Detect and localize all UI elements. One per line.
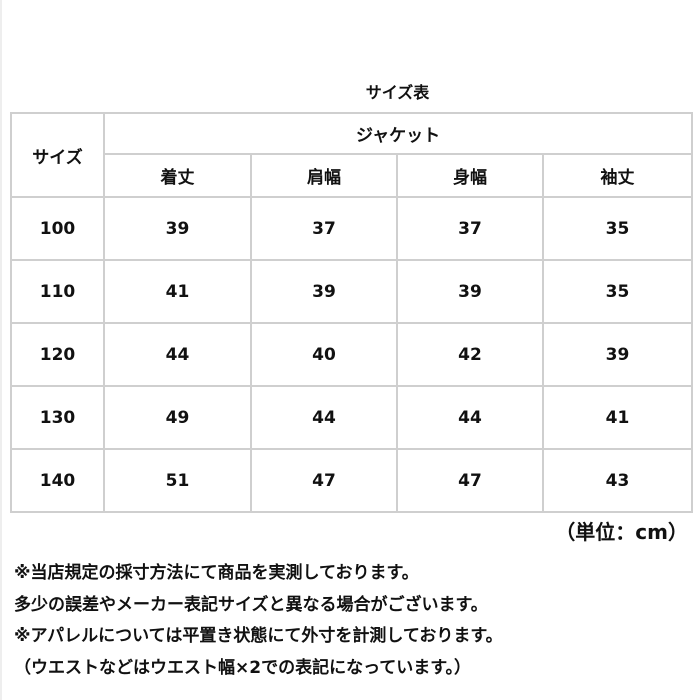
measurement-cell: 43 xyxy=(541,448,694,513)
jacket-header: ジャケット xyxy=(102,112,694,155)
note-line: 多少の誤差やメーカー表記サイズと異なる場合がございます。 xyxy=(14,594,488,615)
measurement-cell: 39 xyxy=(103,196,252,261)
measurement-cell: 51 xyxy=(103,448,252,513)
measurement-cell: 37 xyxy=(250,196,398,261)
size-cell: 110 xyxy=(10,259,105,324)
measurement-cell: 47 xyxy=(250,448,398,513)
column-header-row: 着丈 肩幅 身幅 袖丈 xyxy=(11,153,694,198)
measurement-cell: 44 xyxy=(250,385,398,450)
measurement-cell: 39 xyxy=(250,259,398,324)
size-cell: 130 xyxy=(10,385,105,450)
note-line: ※当店規定の採寸方法にて商品を実測しております。 xyxy=(14,563,419,583)
table-row: 110 41 39 39 35 xyxy=(10,259,694,324)
note-line: （ウエストなどはウエスト幅×2での表記になっています。） xyxy=(14,657,472,678)
note-line: ※アパレルについては平置き状態にて外寸を計測しております。 xyxy=(14,626,503,646)
header-row: サイズ ジャケット xyxy=(10,112,694,198)
measurement-cell: 39 xyxy=(396,259,544,324)
table-row: 130 49 44 44 41 xyxy=(10,385,694,450)
measurement-cell: 47 xyxy=(396,448,544,513)
measurement-cell: 44 xyxy=(103,322,252,387)
measurement-cell: 44 xyxy=(396,385,544,450)
column-header: 着丈 xyxy=(103,153,252,198)
size-cell: 140 xyxy=(10,448,105,513)
measurement-cell: 41 xyxy=(103,259,252,324)
unit-label: （単位：cm） xyxy=(555,520,688,544)
image-border xyxy=(0,0,2,700)
page-title: サイズ表 xyxy=(365,83,430,102)
table-row: 120 44 40 42 39 xyxy=(10,322,694,387)
table-row: 140 51 47 47 43 xyxy=(10,448,694,513)
size-header: サイズ xyxy=(10,112,105,198)
measurement-cell: 35 xyxy=(541,259,694,324)
measurement-cell: 49 xyxy=(103,385,252,450)
notes: ※当店規定の採寸方法にて商品を実測しております。 多少の誤差やメーカー表記サイズ… xyxy=(14,558,503,684)
column-header: 身幅 xyxy=(396,153,544,198)
column-header: 肩幅 xyxy=(250,153,398,198)
table-row: 100 39 37 37 35 xyxy=(10,196,694,261)
size-cell: 120 xyxy=(10,322,105,387)
size-cell: 100 xyxy=(10,196,105,261)
measurement-cell: 42 xyxy=(396,322,544,387)
measurement-cell: 37 xyxy=(396,196,544,261)
measurement-cell: 35 xyxy=(541,196,694,261)
size-table: サイズ ジャケット 着丈 肩幅 身幅 袖丈 100 39 37 37 35 110 41 39… xyxy=(10,112,694,513)
column-header: 袖丈 xyxy=(541,153,694,198)
measurement-cell: 40 xyxy=(250,322,398,387)
measurement-cell: 41 xyxy=(541,385,694,450)
measurement-cell: 39 xyxy=(541,322,694,387)
